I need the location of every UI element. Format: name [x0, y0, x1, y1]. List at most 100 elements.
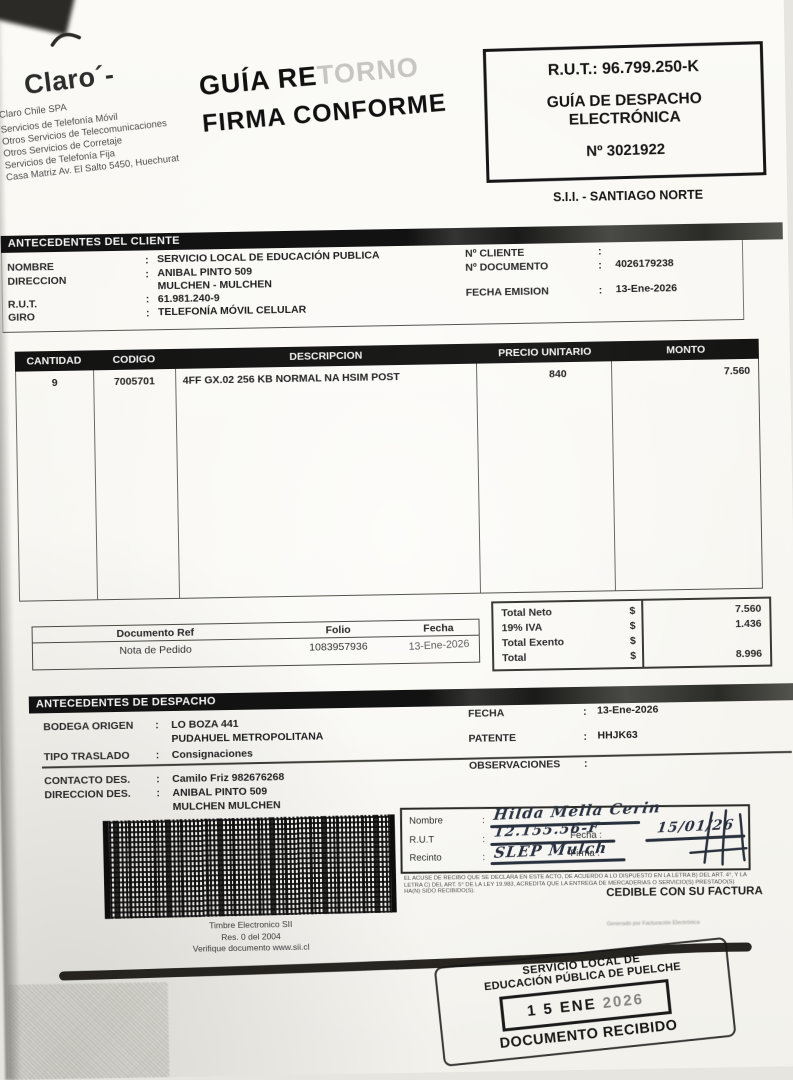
- client-direccion-label: DIRECCION: [7, 274, 67, 288]
- ref-table: Documento Ref Folio Fecha Nota de Pedido…: [31, 618, 481, 671]
- rut-box: R.U.T.: 96.799.250-K GUÍA DE DESPACHO EL…: [482, 41, 767, 183]
- iva-label: 19% IVA: [501, 621, 543, 635]
- stamp-text-solid: GUÍA RE: [197, 60, 319, 101]
- fecha-emision-label: FECHA EMISION: [465, 285, 549, 299]
- signature-scribble: [689, 809, 748, 866]
- ref-fecha: 13-Ene-2026: [408, 637, 470, 653]
- stamp-date-year: 2026: [601, 990, 645, 1012]
- colon: :: [482, 833, 486, 845]
- client-direccion-value1: ANIBAL PINTO 509: [157, 265, 253, 280]
- n-cliente-label: Nº CLIENTE: [464, 246, 525, 260]
- total-label: Total: [502, 651, 527, 665]
- total-exento-label: Total Exento: [501, 636, 565, 650]
- colon: :: [156, 787, 161, 800]
- sii-barcode: [102, 814, 397, 919]
- sii-office: S.I.I. - SANTIAGO NORTE: [552, 187, 704, 205]
- direccion-des-value2: MULCHEN MULCHEN: [172, 799, 281, 814]
- col-header-descripcion: DESCRIPCION: [289, 349, 363, 363]
- bodega-origen-value1: LO BOZA 441: [171, 717, 239, 732]
- client-section-title: ANTECEDENTES DEL CLIENTE: [7, 234, 180, 250]
- colon: :: [583, 757, 588, 770]
- totals-box: Total Neto $ 19% IVA $ Total Exento $ To…: [491, 596, 773, 672]
- doc-number: Nº 3021922: [586, 140, 666, 161]
- contacto-des-value: Camilo Friz 982676268: [172, 771, 285, 786]
- reception-nombre-label: Nombre: [409, 815, 443, 827]
- total-value: 8.996: [735, 647, 763, 661]
- dispatch-fecha-value: 13-Ene-2026: [596, 703, 659, 717]
- colon: :: [583, 730, 588, 743]
- ref-header-fecha: Fecha: [423, 621, 454, 635]
- patente-label: PATENTE: [468, 732, 517, 745]
- n-documento-value: 4026179238: [615, 257, 674, 271]
- item-codigo: 7005701: [93, 368, 180, 600]
- colon: :: [145, 293, 150, 306]
- col-header-precio: PRECIO UNITARIO: [498, 345, 592, 360]
- guia-retorno-stamp: GUÍA RETORNO FIRMA CONFORME: [198, 50, 448, 139]
- currency-sign: $: [629, 604, 636, 618]
- observaciones-label: OBSERVACIONES: [468, 758, 561, 772]
- colon: :: [155, 719, 159, 732]
- dispatch-section-header: ANTECEDENTES DE DESPACHO: [28, 683, 793, 714]
- client-nombre-label: NOMBRE: [7, 261, 55, 274]
- company-info: Claro Chile SPA Servicios de Telefonía M…: [0, 90, 180, 184]
- client-rut-label: R.U.T.: [7, 298, 38, 311]
- client-rut-value: 61.981.240-9: [157, 292, 220, 306]
- item-cantidad: 9: [16, 370, 98, 601]
- reception-box: Nombre R.U.T Recinto : : : Fecha : Firma…: [399, 798, 751, 874]
- emitter-rut: R.U.T.: 96.799.250-K: [547, 57, 700, 80]
- currency-sign: $: [630, 649, 637, 663]
- colon: :: [598, 284, 603, 297]
- col-header-cantidad: CANTIDAD: [26, 354, 82, 368]
- colon: :: [582, 705, 587, 718]
- colon: :: [145, 254, 149, 267]
- colon: :: [145, 268, 149, 281]
- colon: :: [598, 259, 602, 272]
- dispatch-divider: [41, 750, 792, 769]
- client-direccion-value2: MULCHEN - MULCHEN: [157, 278, 273, 293]
- dispatch-section-title: ANTECEDENTES DE DESPACHO: [35, 695, 216, 711]
- reception-recinto-label: Recinto: [409, 852, 442, 864]
- reception-rut-label: R.U.T: [409, 834, 435, 846]
- ref-header-documento: Documento Ref: [116, 626, 195, 640]
- direccion-des-label: DIRECCION DES.: [44, 787, 131, 802]
- col-header-monto: MONTO: [666, 343, 706, 357]
- colon: :: [482, 814, 485, 826]
- pen-mark: [50, 32, 81, 47]
- n-documento-label: Nº DOCUMENTO: [465, 260, 549, 274]
- stamp-date: 1 5 ENE: [526, 995, 598, 1020]
- cedible-text: CEDIBLE CON SU FACTURA: [606, 885, 763, 900]
- currency-sign: $: [629, 619, 636, 633]
- total-neto-label: Total Neto: [501, 606, 553, 620]
- colon: :: [145, 307, 150, 320]
- colon: :: [156, 773, 160, 786]
- items-table-body: 9 7005701 4FF GX.02 256 KB NORMAL NA HSI…: [15, 358, 763, 602]
- col-header-codigo: CODIGO: [112, 353, 156, 367]
- bodega-origen-label: BODEGA ORIGEN: [43, 719, 134, 734]
- ref-header-folio: Folio: [325, 623, 351, 636]
- page-edge-bar: [59, 942, 752, 981]
- stamp-text-faded: TORNO: [315, 51, 421, 91]
- item-descripcion: 4FF GX.02 256 KB NORMAL NA HSIM POST: [175, 363, 481, 598]
- patente-value: HHJK63: [597, 728, 638, 742]
- colon: :: [482, 851, 486, 863]
- contacto-des-label: CONTACTO DES.: [44, 773, 131, 788]
- client-giro-label: GIRO: [8, 311, 36, 324]
- colon: :: [155, 749, 160, 762]
- item-precio-unitario: 840: [476, 361, 617, 593]
- bodega-origen-value2: PUDAHUEL METROPOLITANA: [171, 730, 324, 746]
- item-monto: 7.560: [723, 364, 751, 378]
- tipo-traslado-label: TIPO TRASLADO: [43, 749, 130, 764]
- currency-sign: $: [629, 634, 636, 648]
- direccion-des-value1: ANIBAL PINTO 509: [172, 785, 268, 800]
- items-table: CANTIDAD CODIGO DESCRIPCION PRECIO UNITA…: [14, 338, 763, 602]
- claro-logo: Claro´-: [22, 59, 116, 101]
- ref-folio: 1083957936: [309, 640, 368, 654]
- colon: :: [597, 245, 602, 258]
- scan-noise-bottom-left: [7, 982, 170, 1080]
- dispatch-fecha-label: FECHA: [468, 707, 505, 720]
- tipo-traslado-value: Consignaciones: [171, 747, 253, 762]
- provider-tiny-text: Generado por Facturación Electrónica: [606, 919, 700, 928]
- ref-documento: Nota de Pedido: [119, 643, 192, 657]
- fecha-emision-value: 13-Ene-2026: [615, 282, 678, 296]
